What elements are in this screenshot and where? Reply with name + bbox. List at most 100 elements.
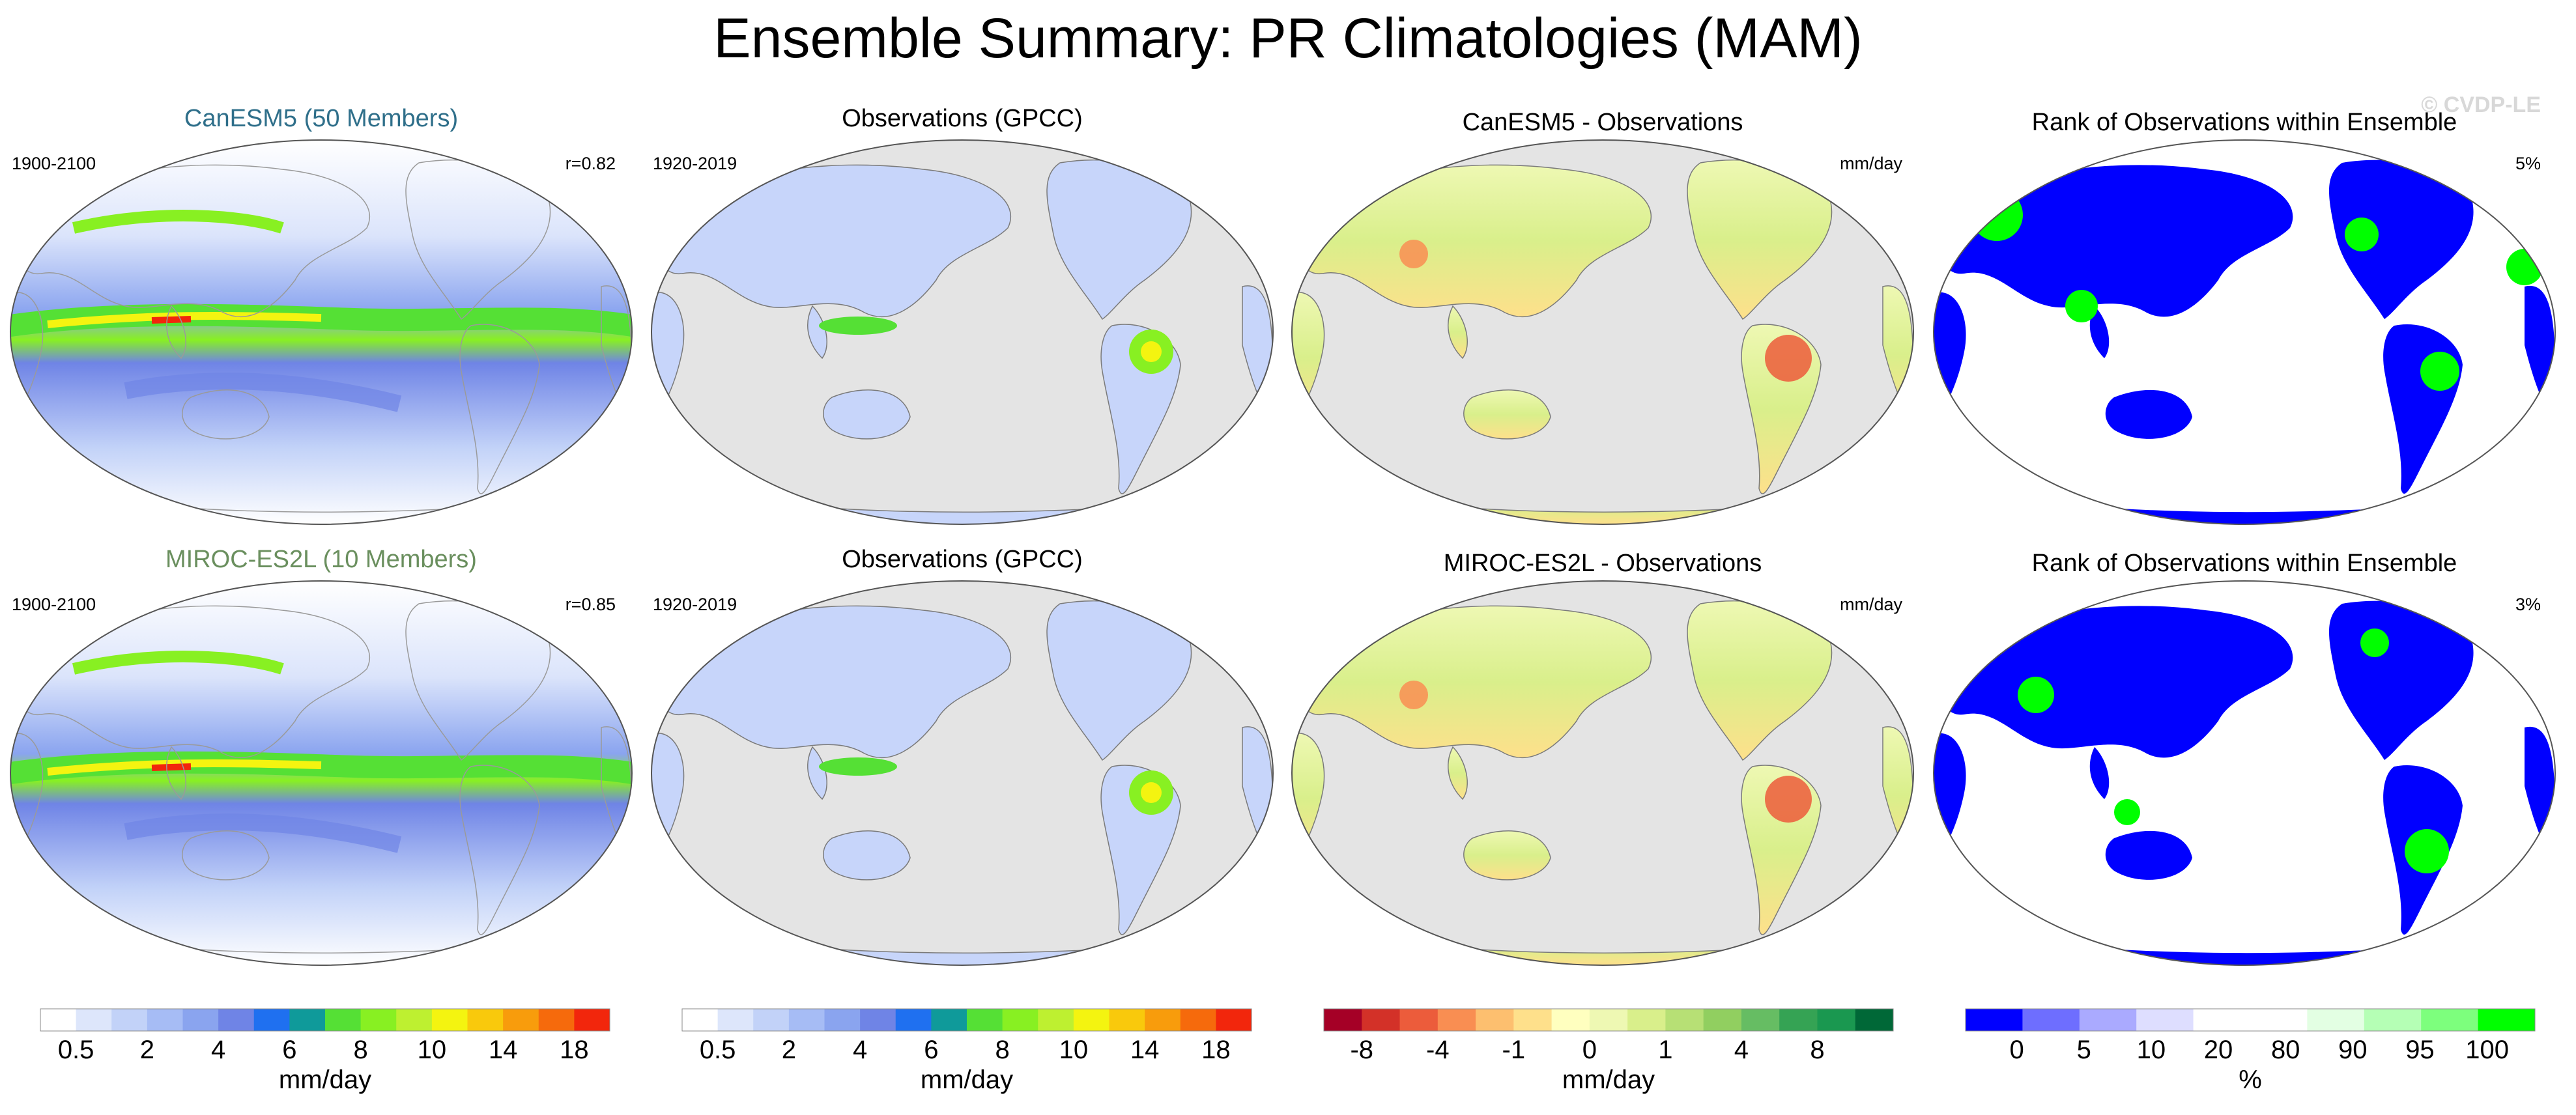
panel-diff-row2: MIROC-ES2L - Observations mm/day (1291, 550, 1914, 966)
spcz-band (124, 373, 402, 412)
colorbar-swatch (538, 1009, 575, 1031)
colorbar-tick-label: 10 (1059, 1036, 1089, 1064)
map-projection (651, 581, 1273, 965)
dry-bias (1765, 776, 1812, 823)
diff-landmass (1463, 389, 1551, 440)
panel-title: Rank of Observations within Ensemble (2032, 550, 2457, 577)
map-projection (1292, 140, 1913, 524)
panel-title: Rank of Observations within Ensemble (2032, 109, 2457, 136)
itcz-core (47, 312, 322, 328)
colorbar-swatch (1817, 1009, 1856, 1031)
panel-units: mm/day (1840, 154, 1903, 173)
colorbar-swatch (1551, 1009, 1590, 1031)
colorbar-swatch (860, 1009, 896, 1031)
diff-landmass (1295, 164, 1652, 318)
precip-maximum (151, 316, 192, 324)
storm-track-band (72, 210, 284, 234)
colorbar-swatch (824, 1009, 861, 1031)
precip-field-background (10, 140, 632, 524)
colorbar-tick-label: 80 (2271, 1036, 2300, 1064)
colorbar-swatch (147, 1009, 183, 1031)
panel-correlation: r=0.85 (565, 595, 616, 614)
high-rank-region (2360, 628, 2389, 657)
diff-landmass (1463, 830, 1551, 881)
colorbar-tick-label: 4 (853, 1036, 867, 1064)
amazon-core (1141, 782, 1162, 803)
panel-title: CanESM5 - Observations (1463, 109, 1743, 136)
colorbar-tick-label: 2 (140, 1036, 154, 1064)
colorbar-swatch (182, 1009, 219, 1031)
panel-rank-row2: Rank of Observations within Ensemble 3% (1933, 550, 2556, 966)
rank-landmass (1937, 165, 2293, 317)
panel-diff-row1: CanESM5 - Observations mm/day (1291, 109, 1914, 525)
colorbar-swatch (1437, 1009, 1476, 1031)
rank-landmass (2105, 830, 2192, 880)
colorbar-tick-label: 0.5 (58, 1036, 94, 1064)
panel-title: Observations (GPCC) (842, 105, 1083, 132)
colorbar-border (1965, 1008, 2536, 1032)
colorbar-swatch (2307, 1009, 2365, 1031)
obs-landmass (655, 164, 1012, 318)
colorbar-tick-label: 18 (560, 1036, 589, 1064)
map-outline (10, 139, 633, 525)
high-rank-region (2065, 290, 2098, 322)
colorbar-swatch (1589, 1009, 1628, 1031)
coastline-landmass (459, 765, 540, 935)
panel-units: mm/day (1840, 595, 1903, 614)
colorbar-swatch (1966, 1009, 2023, 1031)
colorbar-swatch (111, 1009, 148, 1031)
colorbar-swatch (753, 1009, 790, 1031)
dry-bias (1399, 681, 1428, 709)
dry-bias (1765, 335, 1812, 382)
colorbar-label: mm/day (1562, 1066, 1655, 1094)
obs-landmass (807, 746, 827, 800)
colorbar-tick-label: 5 (2077, 1036, 2091, 1064)
colorbar-tick-label: 8 (354, 1036, 368, 1064)
colorbar-swatch (931, 1009, 967, 1031)
map-outline (1291, 580, 1914, 966)
colorbar-swatch (2250, 1009, 2308, 1031)
colorbar-tick-label: 14 (489, 1036, 518, 1064)
colorbar-precip-obs: 0.5 2 4 6 8 10 14 18 mm/day (681, 1008, 1252, 1094)
coastline-landmass (166, 305, 186, 360)
high-rank-region (2420, 352, 2459, 391)
colorbar-swatch (218, 1009, 255, 1031)
panel-model-row2: MIROC-ES2L (10 Members) 1900-2100 r=0.85 (10, 546, 633, 966)
colorbar-swatch (1476, 1009, 1514, 1031)
colorbar-tick-label: 8 (995, 1036, 1010, 1064)
map-outline (1933, 139, 2556, 525)
colorbar-swatch (2079, 1009, 2137, 1031)
colorbar-label: mm/day (279, 1066, 371, 1094)
colorbar-swatch (2136, 1009, 2194, 1031)
watermark: © CVDP-LE (2421, 92, 2541, 117)
colorbar-swatch (788, 1009, 825, 1031)
colorbar-tick-label: 2 (782, 1036, 796, 1064)
colorbar-swatch (2421, 1009, 2479, 1031)
panel-period: 1920-2019 (653, 595, 737, 614)
coastline-landmass (166, 746, 186, 800)
colorbar-swatch (396, 1009, 433, 1031)
map-outline (10, 580, 633, 966)
obs-landmass (823, 830, 911, 881)
colorbar-border (40, 1008, 610, 1032)
coastline-landmass (14, 605, 371, 759)
colorbar-tick-label: 4 (211, 1036, 225, 1064)
map-outline (1933, 580, 2556, 966)
colorbar-tick-label: 6 (924, 1036, 938, 1064)
colorbar-swatch (2022, 1009, 2080, 1031)
colorbar-swatch (325, 1009, 362, 1031)
colorbar-swatch (1145, 1009, 1181, 1031)
colorbar-swatch (1779, 1009, 1818, 1031)
colorbar-tick-label: -4 (1426, 1036, 1450, 1064)
colorbar-tick-label: 95 (2405, 1036, 2435, 1064)
colorbar-swatch (1002, 1009, 1038, 1031)
coastline-landmass (601, 726, 632, 866)
dry-bias (1399, 240, 1428, 268)
maritime-continent (819, 757, 897, 776)
rank-landmass (2459, 154, 2506, 193)
colorbar-swatch (467, 1009, 504, 1031)
colorbar-swatch (682, 1009, 719, 1031)
colorbar-swatch (253, 1009, 290, 1031)
storm-track-band (72, 651, 284, 675)
